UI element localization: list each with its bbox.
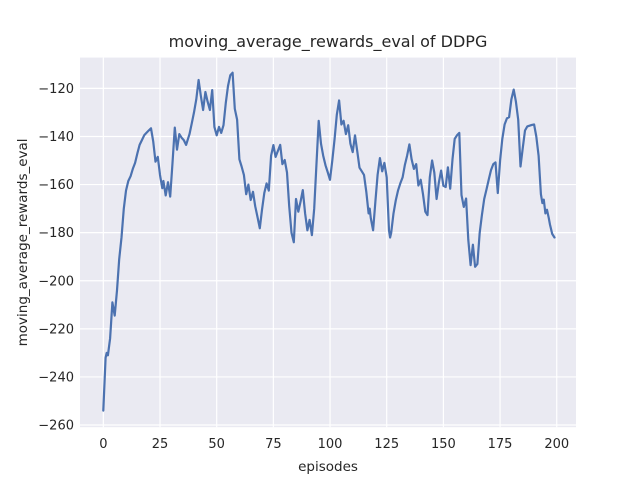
x-tick-label: 75 <box>265 437 282 452</box>
y-tick-label: −180 <box>38 226 74 241</box>
x-tick-label: 150 <box>431 437 456 452</box>
x-tick-label: 50 <box>208 437 225 452</box>
x-tick-label: 175 <box>488 437 513 452</box>
y-tick-label: −120 <box>38 82 74 97</box>
x-axis-label: episodes <box>298 459 358 475</box>
y-tick-label: −220 <box>38 322 74 337</box>
series-moving_average_rewards_eval <box>102 71 556 412</box>
grid <box>80 57 576 428</box>
y-axis-label: moving_average_rewards_eval <box>15 138 31 346</box>
y-tick-label: −140 <box>38 130 74 145</box>
x-tick-label: 125 <box>374 437 399 452</box>
y-tick-label: −200 <box>38 274 74 289</box>
y-tick-labels: −260 −240 −220 −200 −180 −160 −140 −120 <box>38 82 74 434</box>
x-tick-labels: 0 25 50 75 100 125 150 175 200 <box>99 437 569 452</box>
chart-title: moving_average_rewards_eval of DDPG <box>169 32 488 52</box>
plot-area <box>80 57 576 428</box>
x-tick-label: 25 <box>152 437 169 452</box>
x-tick-label: 200 <box>544 437 569 452</box>
x-tick-label: 100 <box>318 437 343 452</box>
data-line <box>102 71 556 412</box>
y-tick-label: −260 <box>38 419 74 434</box>
y-tick-label: −240 <box>38 370 74 385</box>
y-tick-label: −160 <box>38 178 74 193</box>
x-tick-label: 0 <box>99 437 107 452</box>
